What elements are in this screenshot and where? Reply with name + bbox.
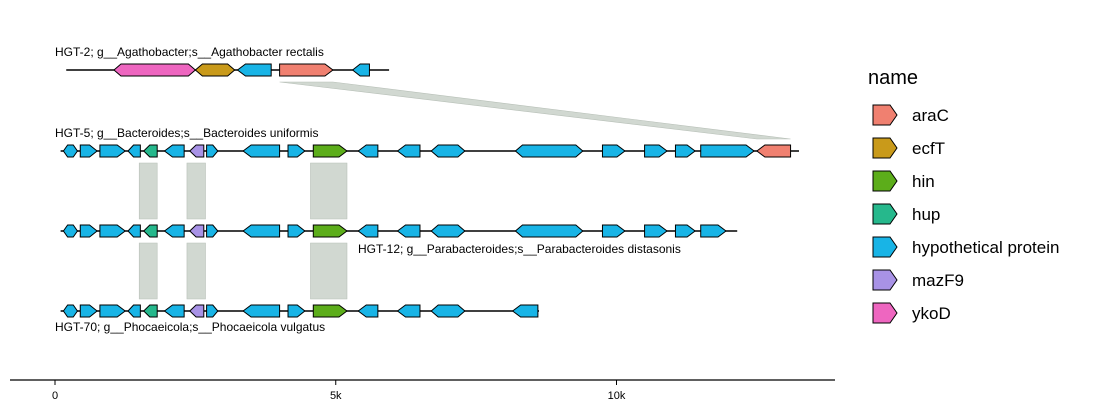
homology-link [138,242,158,300]
gene-arrow-ykoD [113,63,197,77]
genome-track: HGT-5; g__Bacteroides;s__Bacteroides uni… [55,126,799,158]
gene-tracks: HGT-2; g__Agathobacter;s__Agathobacter r… [55,45,799,334]
gene-arrow-hypothetical-protein [127,144,141,158]
legend-label: ykoD [912,304,951,323]
gene-arrow-hypothetical-protein [99,144,127,158]
homology-link [186,162,206,220]
legend-key [872,302,898,324]
legend-key [872,170,898,192]
gene-arrow-hypothetical-protein [127,304,141,318]
gene-arrow-hypothetical-protein [511,304,539,318]
gene-arrow-hup [143,224,158,238]
gene-arrow-hypothetical-protein [79,144,98,158]
gene-arrow-araC [756,144,792,158]
gene-arrow-hypothetical-protein [287,304,306,318]
gene-arrow-hypothetical-protein [644,224,668,238]
legend-key [872,104,898,126]
gene-arrow-hypothetical-protein [601,144,626,158]
x-tick-label: 0 [52,390,58,402]
gene-arrow-hypothetical-protein [236,63,272,77]
gene-arrow-hypothetical-protein [242,304,281,318]
legend-label: ecfT [912,139,945,158]
legend-label: mazF9 [912,271,964,290]
homology-link [279,81,791,140]
homology-link [310,242,348,300]
gene-arrow-hypothetical-protein [396,224,421,238]
gene-arrow-hin [312,144,348,158]
genome-track: HGT-12; g__Parabacteroides;s__Parabacter… [60,224,738,256]
gene-arrow-hin [312,304,348,318]
track-label: HGT-2; g__Agathobacter;s__Agathobacter r… [55,45,324,59]
gene-arrow-araC [279,63,334,77]
gene-arrow-ecfT [194,63,236,77]
gene-arrow-hypothetical-protein [242,224,281,238]
legend-key [872,236,898,258]
homology-links [138,81,791,300]
gene-arrow-mazF9 [189,304,205,318]
gene-arrow-hypothetical-protein [351,63,370,77]
gene-arrow-hypothetical-protein [206,304,219,318]
track-label: HGT-70; g__Phocaeicola;s__Phocaeicola vu… [55,320,325,334]
legend-label: araC [912,106,949,125]
gene-arrow-hypothetical-protein [601,224,626,238]
gene-arrow-hypothetical-protein [357,304,379,318]
gene-arrow-hypothetical-protein [396,144,421,158]
gene-arrow-hup [143,304,158,318]
gene-arrow-hypothetical-protein [430,304,466,318]
gene-arrow-hin [312,224,348,238]
legend: name araC ecfT hin hup hypothetical protein ma… [868,67,1059,324]
homology-link [186,242,206,300]
gene-arrow-mazF9 [189,224,205,238]
gene-arrow-hypothetical-protein [287,224,306,238]
track-label: HGT-5; g__Bacteroides;s__Bacteroides uni… [55,126,318,140]
legend-key [872,203,898,225]
legend-label: hin [912,172,935,191]
track-label: HGT-12; g__Parabacteroides;s__Parabacter… [358,242,681,256]
legend-key [872,137,898,159]
x-axis: 0 5k 10k [10,379,835,402]
gene-arrow-hup [143,144,158,158]
gene-arrow-hypothetical-protein [62,304,79,318]
gene-arrow-hypothetical-protein [163,144,185,158]
gene-arrow-hypothetical-protein [99,304,127,318]
gene-arrow-hypothetical-protein [430,144,466,158]
gene-arrow-hypothetical-protein [62,144,79,158]
gene-arrow-hypothetical-protein [700,144,755,158]
homology-link [138,162,158,220]
legend-key [872,269,898,291]
gene-arrow-hypothetical-protein [430,224,466,238]
gene-arrow-hypothetical-protein [357,144,379,158]
gene-arrow-hypothetical-protein [514,144,584,158]
gene-arrow-hypothetical-protein [163,224,185,238]
gene-arrow-hypothetical-protein [674,144,696,158]
gene-arrow-hypothetical-protein [514,224,584,238]
legend-title: name [868,67,918,89]
homology-link [310,162,348,220]
legend-label: hypothetical protein [912,238,1059,257]
gene-arrow-hypothetical-protein [79,304,98,318]
gene-arrow-hypothetical-protein [127,224,141,238]
genome-track: HGT-2; g__Agathobacter;s__Agathobacter r… [55,45,390,77]
gene-arrow-hypothetical-protein [674,224,696,238]
gene-arrow-hypothetical-protein [79,224,98,238]
gene-arrow-hypothetical-protein [62,224,79,238]
genome-track: HGT-70; g__Phocaeicola;s__Phocaeicola vu… [55,304,540,334]
gene-arrow-hypothetical-protein [357,224,379,238]
legend-label: hup [912,205,940,224]
gene-arrow-hypothetical-protein [644,144,668,158]
x-tick-label: 5k [330,390,342,402]
gene-arrow-hypothetical-protein [396,304,421,318]
gene-arrow-hypothetical-protein [99,224,127,238]
gene-arrow-hypothetical-protein [206,144,219,158]
gene-arrow-hypothetical-protein [163,304,185,318]
x-tick-label: 10k [608,390,626,402]
gene-arrow-hypothetical-protein [206,224,219,238]
gene-arrow-mazF9 [189,144,205,158]
gene-arrow-hypothetical-protein [287,144,306,158]
gene-arrow-hypothetical-protein [242,144,281,158]
gene-arrow-hypothetical-protein [700,224,727,238]
